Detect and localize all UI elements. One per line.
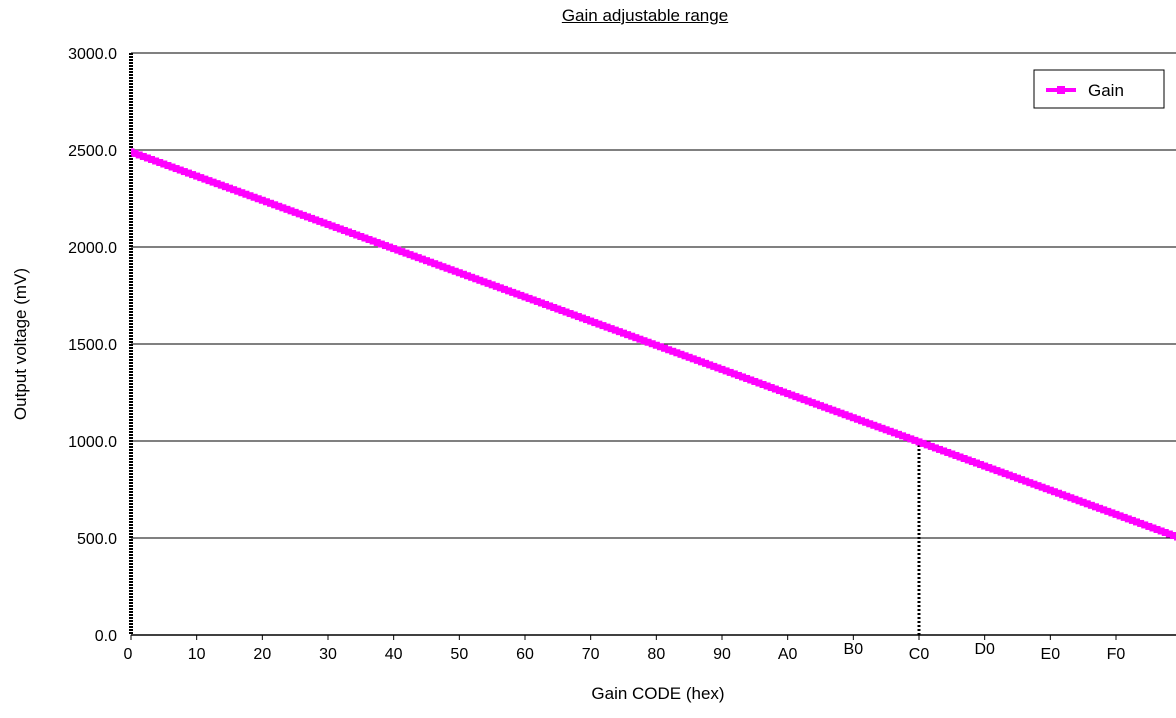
x-axis-title: Gain CODE (hex) <box>591 684 724 703</box>
legend-label: Gain <box>1088 81 1124 100</box>
legend-swatch-marker <box>1057 86 1065 94</box>
grid-lines <box>131 53 1176 538</box>
x-tick-label: 10 <box>188 646 206 663</box>
y-tick-label: 1500.0 <box>68 337 117 354</box>
y-tick-label: 3000.0 <box>68 46 117 63</box>
y-tick-label: 2500.0 <box>68 143 117 160</box>
y-axis-title: Output voltage (mV) <box>11 268 30 420</box>
x-tick-label: 60 <box>516 646 534 663</box>
y-tick-label: 500.0 <box>77 531 117 548</box>
x-tick-label: 70 <box>582 646 600 663</box>
x-tick-label: B0 <box>844 641 864 658</box>
y-tick-labels: 0.0 500.0 1000.0 1500.0 2000.0 2500.0 3000.0 <box>68 46 117 645</box>
x-tick-label: A0 <box>778 646 798 663</box>
y-tick-label: 0.0 <box>95 628 117 645</box>
chart-title: Gain adjustable range <box>0 6 1176 26</box>
y-tick-label: 2000.0 <box>68 240 117 257</box>
x-tick-label: 30 <box>319 646 337 663</box>
x-tick-label: 20 <box>253 646 271 663</box>
x-tick-label: 50 <box>450 646 468 663</box>
x-tick-label: 0 <box>124 646 133 663</box>
x-tick-label: C0 <box>909 646 930 663</box>
x-tick-label: 90 <box>713 646 731 663</box>
x-tick-label: 80 <box>647 646 665 663</box>
x-tick-label: E0 <box>1041 646 1061 663</box>
legend: Gain <box>1034 70 1164 108</box>
x-tick-label: 40 <box>385 646 403 663</box>
y-tick-label: 1000.0 <box>68 434 117 451</box>
x-tick-label: F0 <box>1107 646 1126 663</box>
x-tick-label: D0 <box>974 641 995 658</box>
x-tick-labels: 0 10 20 30 40 50 60 70 80 90 A0 B0 C0 D0 E0 F0 <box>124 635 1126 663</box>
